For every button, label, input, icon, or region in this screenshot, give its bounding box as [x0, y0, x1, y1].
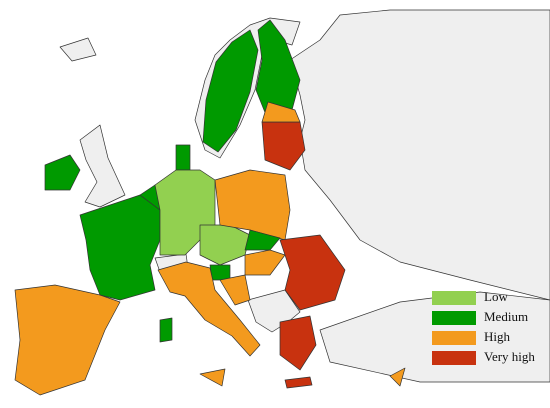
region [59, 37, 97, 62]
legend-label: High [484, 329, 511, 344]
region [79, 194, 161, 301]
legend-swatch [432, 291, 476, 305]
region [199, 224, 251, 266]
region [44, 154, 81, 191]
legend: Low Medium High Very high [432, 289, 535, 365]
region [157, 261, 261, 357]
legend-label: Medium [484, 309, 528, 324]
region [175, 144, 191, 171]
region [159, 317, 173, 343]
legend-swatch [432, 331, 476, 345]
region [214, 169, 291, 241]
countries [14, 9, 550, 396]
legend-swatch [432, 311, 476, 325]
region [244, 249, 286, 276]
legend-swatch [432, 351, 476, 365]
region [261, 101, 301, 123]
legend-label: Very high [484, 349, 535, 364]
region [219, 274, 251, 306]
region [202, 29, 259, 153]
region [261, 121, 306, 171]
region [209, 264, 231, 281]
region [79, 124, 126, 208]
region [389, 367, 406, 387]
legend-label: Low [484, 289, 508, 304]
region [199, 368, 226, 387]
region [279, 315, 317, 371]
region [284, 376, 313, 389]
region [14, 284, 121, 396]
region [279, 234, 346, 311]
